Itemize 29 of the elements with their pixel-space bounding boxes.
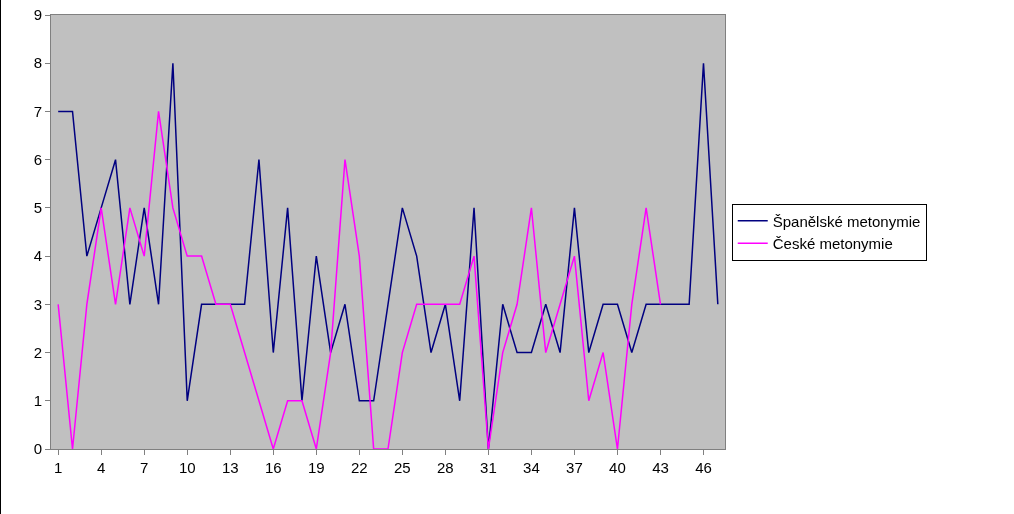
y-tick-label: 6 bbox=[33, 150, 42, 168]
y-tick-label: 0 bbox=[33, 440, 42, 458]
x-tick-label: 37 bbox=[566, 459, 583, 476]
x-tick-label: 28 bbox=[437, 459, 454, 476]
y-tick-label: 4 bbox=[33, 247, 42, 265]
legend-label: České metonymie bbox=[772, 235, 893, 253]
x-tick-label: 22 bbox=[350, 459, 368, 476]
x-tick-label: 25 bbox=[394, 459, 411, 476]
x-tick-label: 40 bbox=[609, 459, 626, 476]
x-tick-label: 34 bbox=[523, 459, 540, 476]
x-tick-label: 10 bbox=[178, 459, 196, 476]
y-tick-label: 2 bbox=[33, 343, 42, 361]
x-tick-label: 1 bbox=[54, 459, 63, 476]
y-tick-label: 5 bbox=[33, 199, 42, 217]
x-tick-label: 16 bbox=[264, 459, 282, 476]
y-tick-label: 8 bbox=[33, 54, 42, 72]
line-series bbox=[57, 110, 662, 449]
x-tick-label: 19 bbox=[307, 459, 325, 476]
x-tick-label: 13 bbox=[221, 459, 239, 476]
y-tick-label: 9 bbox=[33, 6, 42, 24]
y-tick-label: 3 bbox=[33, 295, 42, 313]
x-tick-label: 31 bbox=[480, 459, 497, 476]
x-tick-label: 46 bbox=[695, 459, 712, 476]
y-tick-label: 1 bbox=[33, 392, 42, 410]
legend-label: Španělské metonymie bbox=[772, 212, 921, 230]
y-tick-label: 7 bbox=[33, 102, 42, 120]
x-tick-label: 43 bbox=[652, 459, 669, 476]
x-tick-label: 7 bbox=[140, 459, 149, 476]
x-tick-label: 4 bbox=[97, 459, 106, 476]
